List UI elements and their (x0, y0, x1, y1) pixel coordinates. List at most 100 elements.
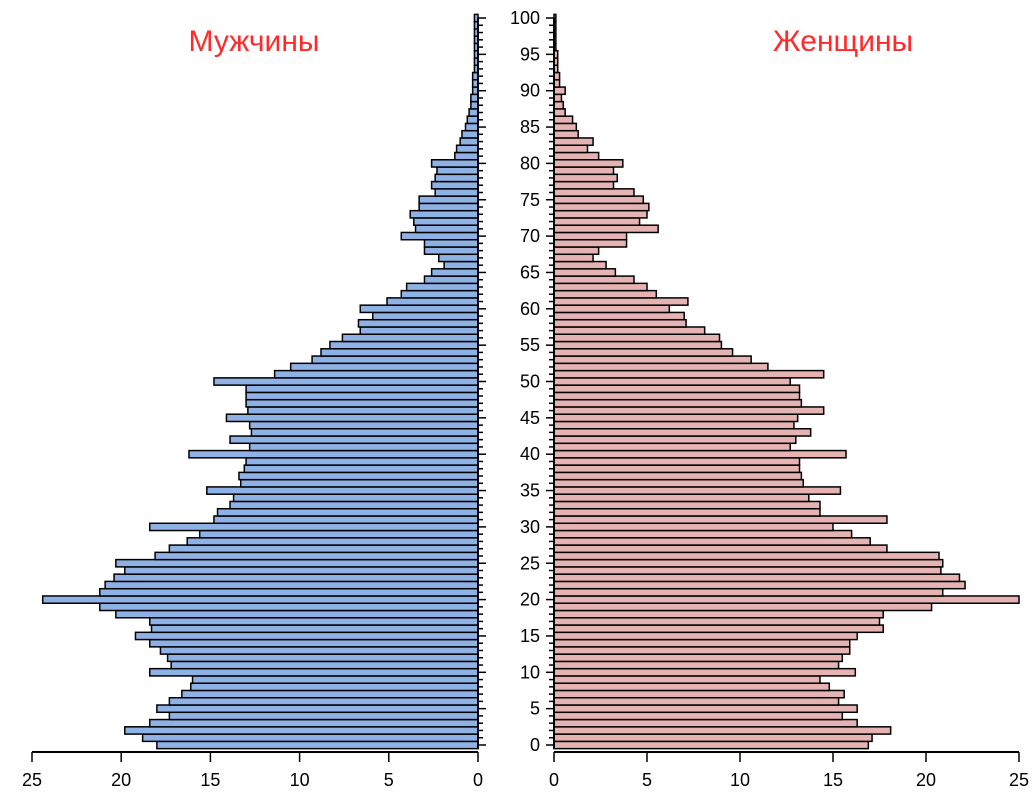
male-bar (239, 478, 479, 488)
female-bar (553, 217, 641, 226)
female-bar (553, 551, 940, 561)
male-title: Мужчины (189, 25, 320, 58)
female-bar (553, 166, 615, 176)
male-bar (186, 537, 479, 546)
female-bar (553, 108, 566, 117)
female-bar (553, 478, 804, 488)
female-bar (553, 209, 648, 219)
female-bar (553, 311, 685, 321)
female-bar (553, 326, 706, 335)
female-bar (553, 515, 888, 525)
female-bar (553, 624, 884, 634)
male-bar (41, 595, 479, 604)
female-bar (553, 675, 821, 684)
male-x-tick-label: 0 (473, 770, 483, 790)
male-bar (248, 442, 479, 452)
male-bar (99, 587, 479, 597)
male-bar (113, 573, 479, 583)
female-x-tick-label: 5 (642, 770, 652, 790)
female-bar (553, 180, 615, 190)
female-bar (553, 726, 892, 735)
female-bar (553, 137, 594, 146)
age-tick-label: 40 (520, 444, 540, 464)
female-bar (553, 93, 563, 103)
female-bar (553, 362, 769, 372)
male-bar (198, 529, 479, 539)
female-title: Женщины (773, 25, 913, 58)
male-bar (414, 224, 479, 234)
male-bar (148, 617, 479, 626)
male-bar (115, 558, 479, 568)
male-bar (154, 551, 479, 561)
female-x-tick-label: 0 (549, 770, 559, 790)
male-x-tick-label: 15 (200, 770, 220, 790)
male-bar (170, 660, 479, 670)
male-bar (371, 311, 479, 321)
male-bar (455, 144, 479, 154)
male-bar (225, 413, 479, 423)
male-bar (430, 268, 479, 277)
female-bar (553, 587, 944, 597)
female-bar (553, 304, 671, 314)
male-bar (238, 471, 479, 481)
female-x-tick-label: 15 (823, 770, 843, 790)
female-bar (553, 493, 810, 503)
female-bar (553, 449, 847, 459)
male-bar (443, 260, 479, 270)
female-bar (553, 609, 884, 619)
age-tick-label: 90 (520, 81, 540, 101)
female-bar (553, 667, 857, 677)
male-x-tick-label: 10 (290, 770, 310, 790)
male-bar (243, 464, 479, 474)
female-bar (553, 638, 851, 648)
male-bar (409, 209, 479, 219)
male-bar (148, 667, 479, 677)
male-bar (273, 369, 479, 379)
female-bar (553, 268, 617, 277)
male-bar (470, 93, 479, 103)
male-bar (156, 704, 479, 714)
male-bar (248, 420, 479, 430)
male-bar (245, 457, 479, 466)
male-bar (150, 624, 479, 634)
male-bar (341, 333, 479, 343)
female-bar (553, 129, 579, 139)
male-bar (468, 108, 479, 117)
age-tick-label: 70 (520, 226, 540, 246)
male-bar (148, 522, 479, 532)
male-bar (159, 646, 479, 655)
age-tick-label: 50 (520, 372, 540, 392)
male-bar (418, 202, 479, 212)
female-x-tick-label: 10 (730, 770, 750, 790)
female-bar (553, 115, 574, 125)
male-bar (148, 718, 479, 728)
male-bars (41, 13, 479, 750)
female-bar (553, 100, 565, 110)
male-bar (430, 180, 479, 190)
male-x-tick-label: 5 (384, 770, 394, 790)
female-bar (553, 733, 873, 743)
male-bar (434, 188, 479, 197)
female-bar (553, 646, 851, 655)
male-bar (141, 733, 479, 743)
female-bar (553, 275, 635, 285)
age-tick-label: 60 (520, 299, 540, 319)
male-bar (216, 507, 479, 517)
female-bar (553, 573, 961, 583)
male-bar (181, 689, 479, 699)
female-bar (553, 471, 803, 481)
female-bar (553, 86, 566, 96)
female-bar (553, 602, 933, 612)
male-bar (359, 326, 479, 335)
male-bar (470, 100, 479, 110)
male-bar (423, 238, 479, 248)
male-bar (213, 377, 479, 386)
male-bar (156, 740, 479, 750)
female-bar (553, 348, 734, 357)
male-bar (250, 428, 479, 437)
male-bar (104, 580, 479, 590)
female-bar (553, 333, 721, 343)
female-bar (553, 507, 821, 517)
age-tick-label: 35 (520, 481, 540, 501)
